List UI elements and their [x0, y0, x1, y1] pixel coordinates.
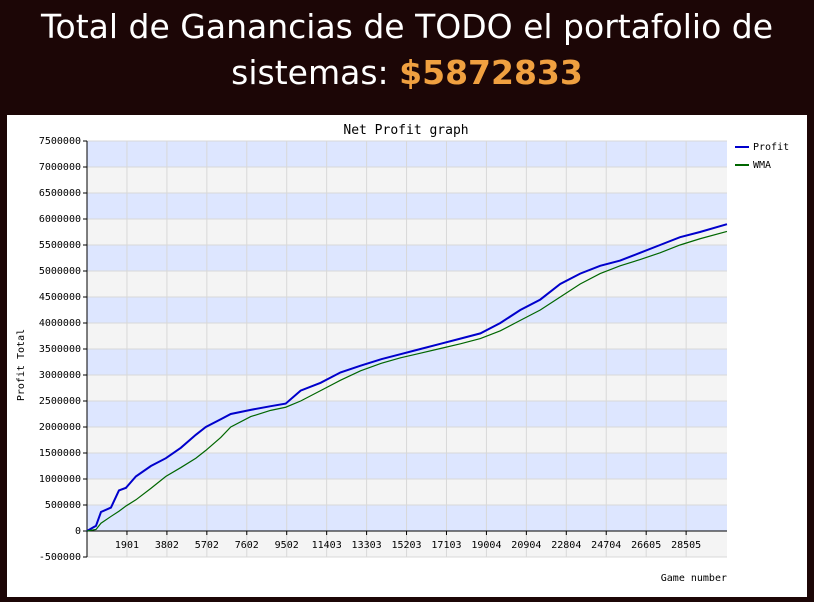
- x-tick-label: 26605: [631, 540, 661, 551]
- y-tick-label: 5000000: [39, 266, 81, 277]
- y-tick-label: 7000000: [39, 162, 81, 173]
- series-line: [86, 230, 728, 532]
- y-tick-label: 2000000: [39, 422, 81, 433]
- x-axis-label: Game number: [661, 573, 727, 584]
- header: Total de Ganancias de TODO el portafolio…: [0, 0, 814, 110]
- y-axis-label: Profit Total: [16, 329, 27, 401]
- legend-label: WMA: [753, 160, 771, 171]
- y-tick-label: 4000000: [39, 318, 81, 329]
- x-tick-label: 15203: [391, 540, 421, 551]
- x-tick-label: 7602: [235, 540, 259, 551]
- series-line: [86, 223, 728, 532]
- y-tick-label: 4500000: [39, 292, 81, 303]
- y-tick-label: 6000000: [39, 214, 81, 225]
- y-tick-label: 0: [75, 526, 81, 537]
- y-tick-label: 7500000: [39, 136, 81, 147]
- x-tick-label: 22804: [551, 540, 581, 551]
- x-tick-label: 11403: [312, 540, 342, 551]
- chart: Net Profit graph Game number Profit Tota…: [16, 123, 789, 584]
- y-tick-label: 5500000: [39, 240, 81, 251]
- x-tick-label: 9502: [275, 540, 299, 551]
- header-title: Total de Ganancias de TODO el portafolio…: [40, 7, 773, 92]
- y-tick-label: 6500000: [39, 188, 81, 199]
- x-tick-label: 1901: [115, 540, 139, 551]
- x-tick-label: 17103: [431, 540, 461, 551]
- y-tick-label: 3000000: [39, 370, 81, 381]
- y-tick-label: 500000: [45, 500, 81, 511]
- y-tick-label: 1500000: [39, 448, 81, 459]
- header-amount: $5872833: [399, 53, 583, 92]
- y-tick-label: 2500000: [39, 396, 81, 407]
- x-tick-label: 3802: [155, 540, 179, 551]
- chart-panel: Net Profit graph Game number Profit Tota…: [7, 115, 807, 597]
- y-tick-label: 1000000: [39, 474, 81, 485]
- x-tick-label: 20904: [511, 540, 541, 551]
- x-tick-label: 28505: [671, 540, 701, 551]
- y-tick-label: -500000: [39, 552, 81, 563]
- x-tick-label: 5702: [195, 540, 219, 551]
- chart-title: Net Profit graph: [343, 123, 468, 138]
- x-tick-label: 24704: [591, 540, 621, 551]
- y-tick-label: 3500000: [39, 344, 81, 355]
- x-tick-label: 19004: [471, 540, 501, 551]
- x-tick-label: 13303: [352, 540, 382, 551]
- legend-label: Profit: [753, 142, 789, 153]
